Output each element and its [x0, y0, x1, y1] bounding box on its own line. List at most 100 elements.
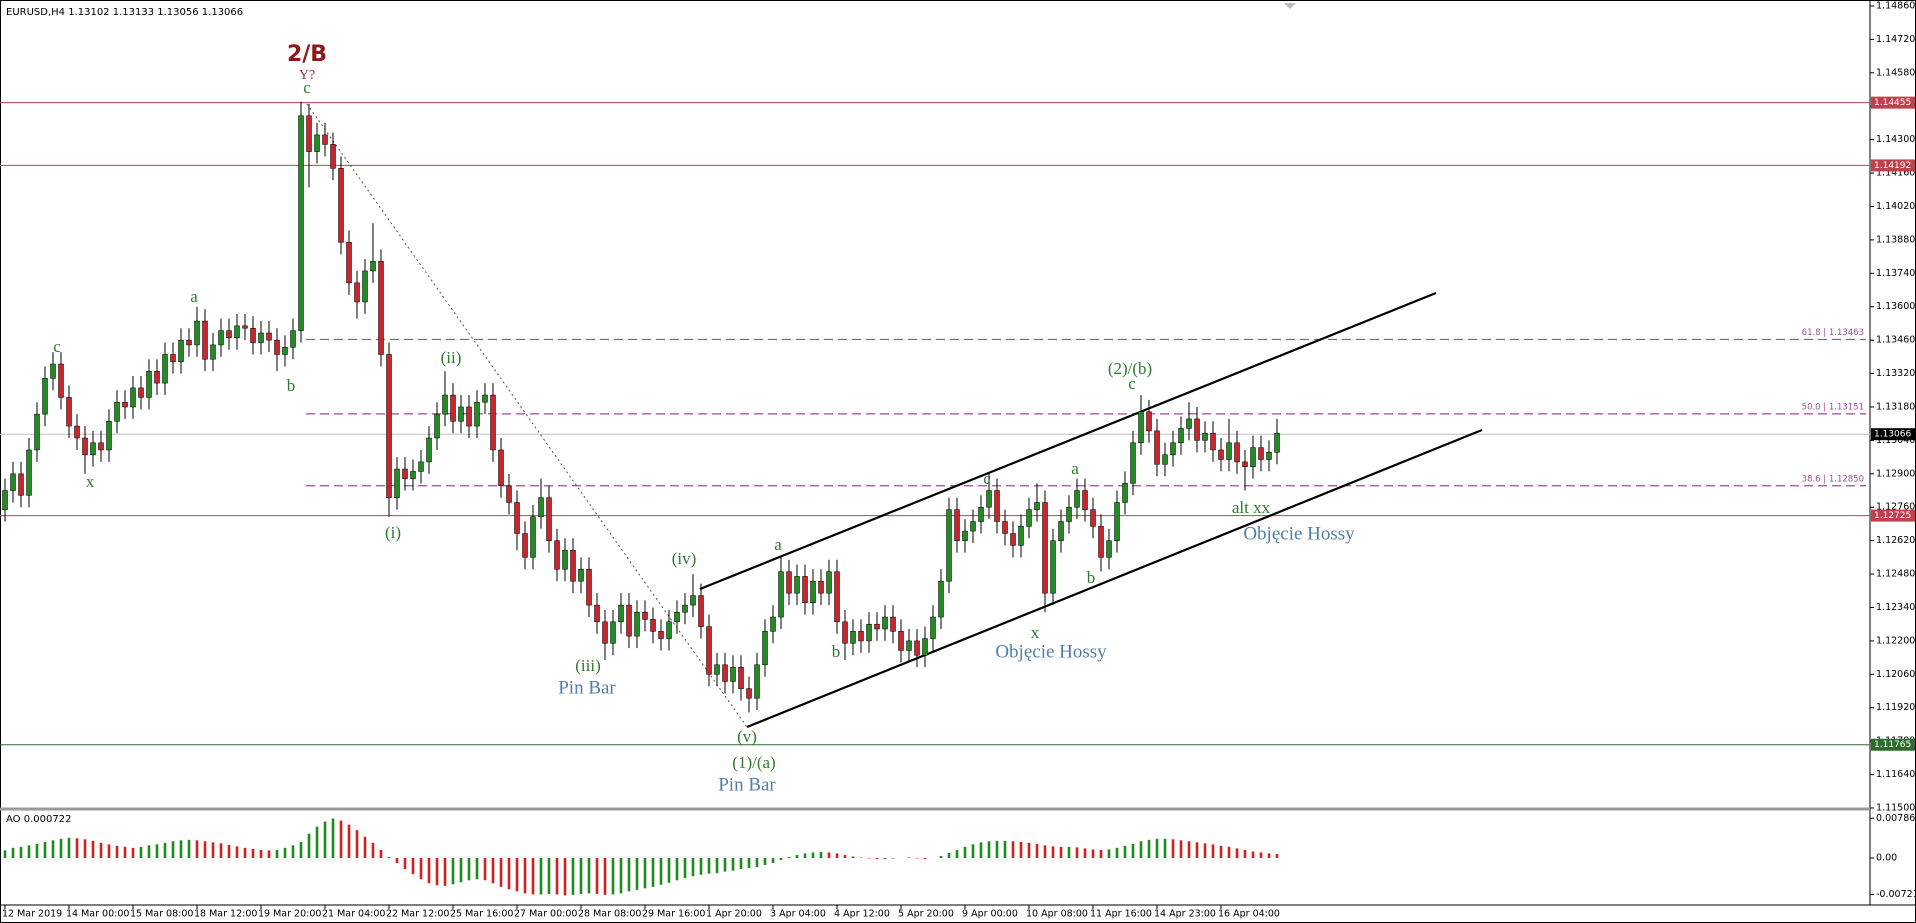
- candle-body: [226, 330, 232, 339]
- price-box: [1871, 96, 1915, 109]
- x-tick-label: 29 Mar 16:00: [642, 909, 705, 920]
- x-tick-label: 9 Apr 00:00: [962, 909, 1018, 920]
- x-tick-label: 5 Apr 20:00: [898, 909, 954, 920]
- candle-body: [530, 516, 536, 558]
- candle-body: [754, 664, 760, 699]
- wave-label: 2/B: [287, 42, 327, 67]
- candle-body: [298, 115, 304, 331]
- candle-body: [1082, 490, 1088, 510]
- y-tick-label: 1.12760: [1876, 502, 1915, 513]
- candle-body: [210, 344, 216, 360]
- candle-body: [634, 612, 640, 637]
- wave-label: Y?: [299, 68, 315, 83]
- y-tick-label: 1.14720: [1876, 34, 1915, 45]
- candle-body: [1154, 430, 1160, 465]
- y-tick-label: 1.14580: [1876, 67, 1915, 78]
- wave-label: (v): [737, 727, 757, 746]
- chart-title: EURUSD,H4 1.13102 1.13133 1.13056 1.1306…: [6, 7, 243, 18]
- candle-body: [450, 394, 456, 422]
- candle-body: [506, 485, 512, 503]
- candle-body: [1114, 502, 1120, 541]
- candle-body: [426, 437, 432, 463]
- candle-body: [914, 640, 920, 656]
- candle-body: [1146, 411, 1152, 432]
- y-tick-label: 1.13320: [1876, 368, 1915, 379]
- x-tick-label: 12 Mar 2019: [2, 909, 62, 920]
- y-tick-label: 1.13180: [1876, 401, 1915, 412]
- candle-body: [1266, 452, 1272, 460]
- candle-body: [858, 631, 864, 642]
- pattern-label: Pin Bar: [718, 774, 776, 795]
- candle-body: [666, 621, 672, 639]
- candle-body: [546, 497, 552, 541]
- y-tick-label: 1.11640: [1876, 769, 1915, 780]
- candle-body: [682, 604, 688, 613]
- wave-label: c: [53, 337, 61, 356]
- candle-body: [778, 571, 784, 618]
- candle-body: [1026, 509, 1032, 527]
- candle-body: [834, 571, 840, 623]
- x-tick-label: 15 Mar 08:00: [130, 909, 193, 920]
- candle-body: [466, 406, 472, 427]
- candle-body: [610, 621, 616, 644]
- candle-body: [1074, 490, 1080, 508]
- candle-body: [1130, 442, 1136, 484]
- candle-body: [826, 571, 832, 594]
- candle-body: [554, 540, 560, 570]
- wave-label: (i): [385, 523, 401, 542]
- fib-label: 38.6 | 1.12850: [1802, 474, 1864, 484]
- candle-body: [1250, 447, 1256, 467]
- candle-body: [498, 449, 504, 487]
- candle-body: [26, 449, 32, 496]
- x-tick-label: 25 Mar 16:00: [450, 909, 513, 920]
- candle-body: [978, 506, 984, 522]
- wave-label: (iv): [672, 549, 697, 568]
- price-box: [1871, 159, 1915, 172]
- candle-body: [1202, 432, 1208, 441]
- candle-body: [74, 425, 80, 439]
- candle-body: [954, 509, 960, 541]
- channel-lower: [746, 428, 1483, 729]
- wave-label: (2)/(b): [1108, 359, 1152, 378]
- indicator-title: AO 0.000722: [6, 814, 71, 825]
- wave-label: c: [303, 78, 311, 97]
- candle-body: [90, 442, 96, 455]
- candle-body: [330, 144, 336, 169]
- candle-body: [538, 497, 544, 518]
- candle-body: [810, 580, 816, 603]
- candle-body: [1106, 540, 1112, 558]
- marks-layer: 1.14455 1.14192 1.12725 1.11765 1.13066: [2, 96, 1915, 896]
- wave-label: x: [86, 472, 95, 491]
- candle-body: [922, 638, 928, 656]
- candle-body: [746, 688, 752, 699]
- candle-body: [650, 619, 656, 632]
- y-tick-label: 1.13460: [1876, 335, 1915, 346]
- x-tick-label: 27 Mar 00:00: [514, 909, 577, 920]
- ao-tick-label: 0.00: [1876, 853, 1897, 864]
- x-tick-label: 16 Apr 04:00: [1218, 909, 1280, 920]
- candle-body: [202, 320, 208, 360]
- candle-body: [362, 270, 368, 303]
- candle-body: [970, 521, 976, 532]
- ao-tick-label: 0.007863: [1876, 813, 1916, 824]
- candle-body: [618, 604, 624, 623]
- candle-body: [1066, 506, 1072, 522]
- candle-body: [898, 631, 904, 651]
- candle-body: [674, 612, 680, 623]
- fib-label: 50.0 | 1.13151: [1802, 402, 1864, 412]
- y-tick-label: 1.13880: [1876, 234, 1915, 245]
- candle-body: [1050, 540, 1056, 594]
- candle-body: [1186, 418, 1192, 429]
- candle-body: [874, 623, 880, 630]
- candle-body: [10, 473, 16, 491]
- candle-body: [1178, 428, 1184, 444]
- candle-body: [338, 168, 344, 243]
- candle-body: [730, 666, 736, 682]
- candle-body: [1258, 447, 1264, 460]
- candle-body: [1226, 442, 1232, 460]
- candle-body: [762, 631, 768, 666]
- x-tick-label: 22 Mar 12:00: [386, 909, 449, 920]
- price-box: [1871, 428, 1915, 441]
- candle-body: [82, 437, 88, 455]
- pattern-label: Pin Bar: [558, 677, 616, 698]
